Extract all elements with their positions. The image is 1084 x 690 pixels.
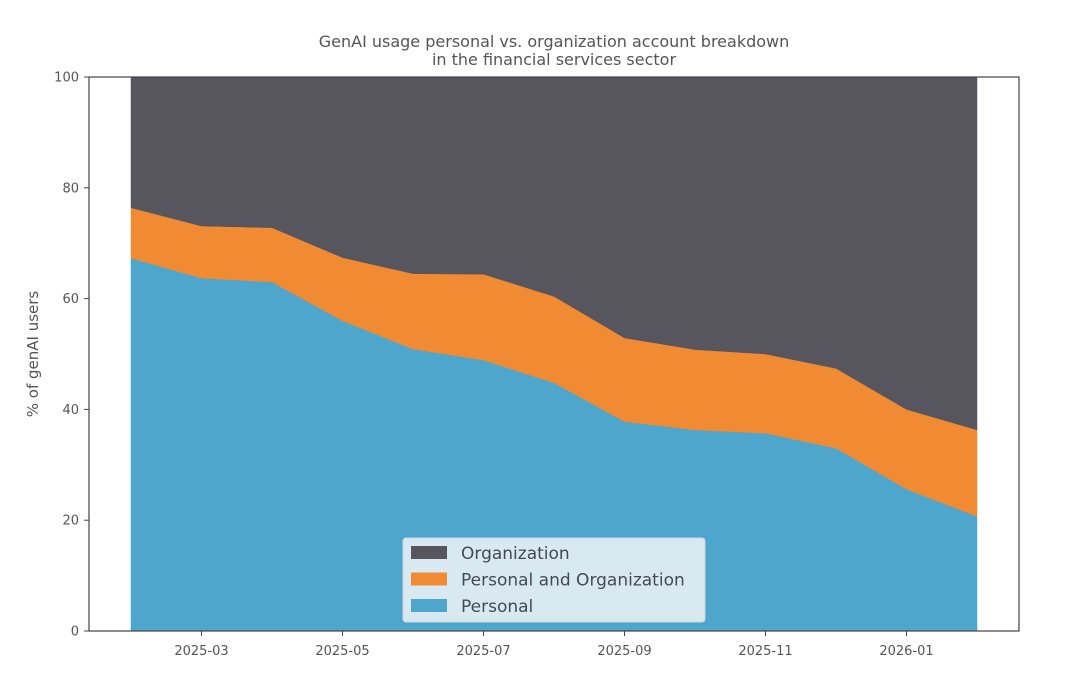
areas-layer — [130, 76, 978, 632]
x-tick-label: 2025-07 — [456, 644, 510, 659]
ticks-layer: 0 20 40 60 80 100 2025-03 2025-05 2025-07 2025-09… — [54, 71, 933, 660]
y-tick-label: 100 — [54, 71, 79, 86]
y-tick-label: 0 — [71, 625, 79, 640]
x-tick-label: 2025-11 — [738, 644, 792, 659]
y-tick-label: 60 — [62, 292, 79, 307]
y-tick-label: 80 — [62, 181, 79, 196]
legend-label-personal: Personal — [461, 597, 533, 617]
y-tick-label: 20 — [62, 514, 79, 529]
legend-label-personal-and-organization: Personal and Organization — [461, 571, 685, 591]
y-axis-label: % of genAI users — [24, 291, 42, 418]
plot-frame — [88, 76, 1020, 632]
legend-box — [402, 537, 706, 623]
legend-label-organization: Organization — [461, 544, 570, 564]
x-tick-label: 2025-03 — [174, 644, 228, 659]
chart-title-line-1: GenAI usage personal vs. organization ac… — [319, 32, 790, 51]
legend-swatch-organization — [411, 546, 447, 559]
chart-title-line-2: in the financial services sector — [432, 50, 677, 69]
legend: Organization Personal and Organization Per… — [402, 537, 706, 623]
y-tick-label: 40 — [62, 403, 79, 418]
legend-swatch-personal — [411, 599, 447, 612]
x-tick-label: 2025-05 — [315, 644, 369, 659]
x-tick-label: 2025-09 — [597, 644, 651, 659]
x-tick-label: 2026-01 — [879, 644, 933, 659]
legend-swatch-personal-and-organization — [411, 572, 447, 586]
